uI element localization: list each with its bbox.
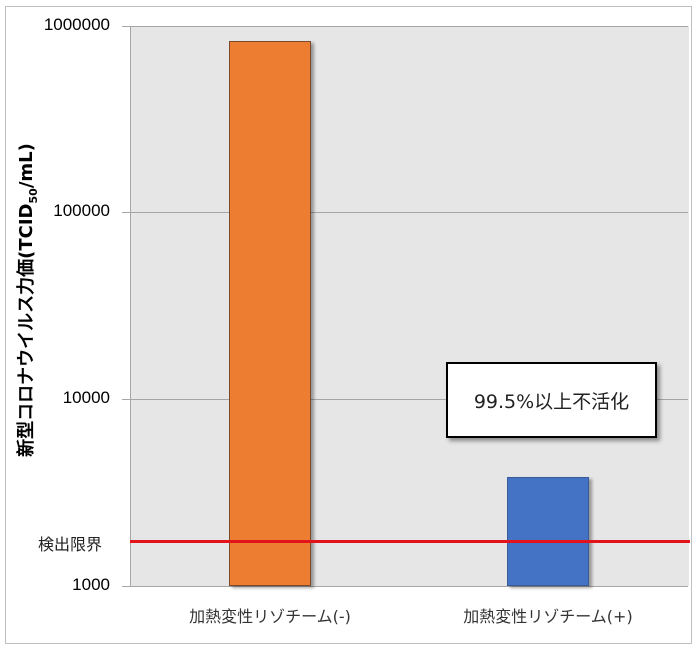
gridline-1000000 [122, 26, 688, 27]
y-tick-label: 1000 [72, 575, 110, 594]
x-tick-label: 加熱変性リゾチーム(+) [463, 607, 633, 626]
y-axis-label: 新型コロナウイルス力価(TCID50/mL) [16, 143, 40, 457]
gridline-1000 [122, 586, 688, 587]
plot-area [130, 26, 689, 586]
y-tick-label: 100000 [53, 201, 110, 220]
y-tick-label: 10000 [62, 388, 110, 407]
gridline-100000 [122, 212, 688, 213]
detection-limit-label: 検出限界 [38, 535, 103, 554]
gridline-10000 [122, 399, 688, 400]
y-tick-label: 1000000 [43, 15, 110, 34]
x-tick-label: 加熱変性リゾチーム(-) [189, 607, 351, 626]
detection-limit-line [130, 540, 690, 543]
bar-lysozyme-plus [507, 477, 589, 586]
bar-lysozyme-minus [229, 41, 311, 586]
annotation-box: 99.5%以上不活化 [446, 362, 657, 438]
